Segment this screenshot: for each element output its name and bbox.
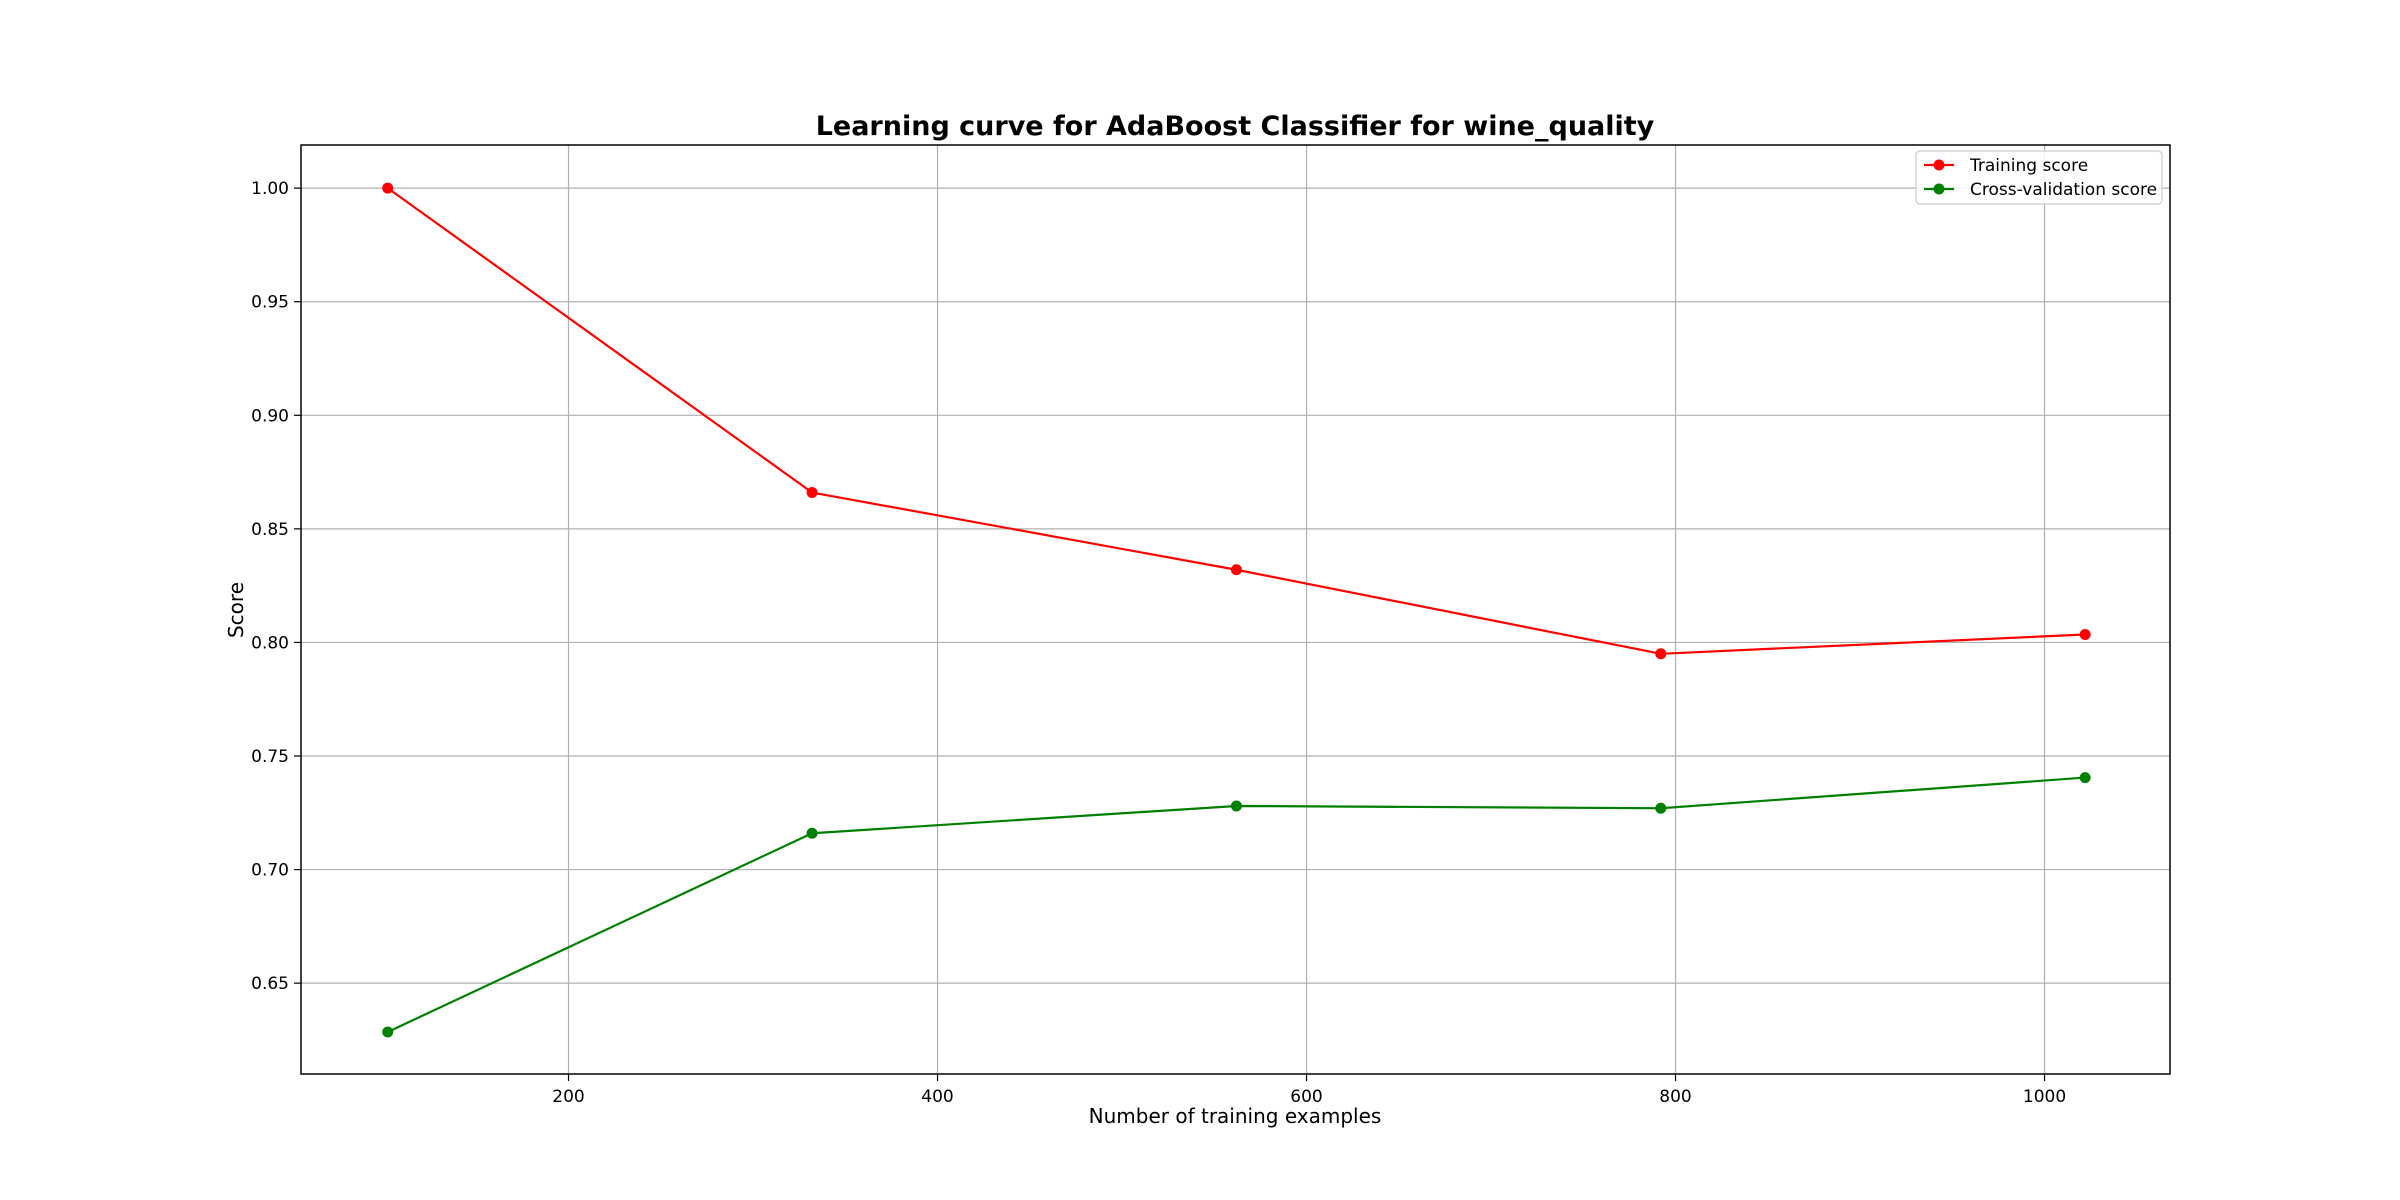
data-point-cross-validation-score (806, 827, 818, 839)
legend-label-cross-validation-score: Cross-validation score (1970, 180, 2157, 200)
y-tick-label: 0.75 (251, 747, 289, 767)
y-tick-label: 0.85 (251, 520, 289, 540)
axis-ticks: 200 400 600 800 1000 0.65 0.70 0.75 0.80 0.85 0.90… (251, 179, 2066, 1107)
y-tick-label: 0.80 (251, 633, 289, 653)
series-lines (382, 182, 2091, 1038)
y-tick-label: 0.70 (251, 861, 289, 881)
y-tick-label: 0.95 (251, 293, 289, 313)
legend-label-training-score: Training score (1969, 156, 2088, 176)
chart-title: Learning curve for AdaBoost Classifier f… (816, 111, 1655, 142)
y-tick-label: 1.00 (251, 179, 289, 199)
data-point-training-score (806, 487, 818, 499)
grid-lines (301, 145, 2170, 1074)
data-point-training-score (2079, 628, 2091, 640)
x-tick-label: 1000 (2023, 1087, 2066, 1107)
y-tick-label: 0.90 (251, 406, 289, 426)
x-tick-label: 400 (921, 1087, 953, 1107)
x-tick-label: 200 (552, 1087, 584, 1107)
x-tick-label: 800 (1659, 1087, 1691, 1107)
legend: Training score Cross-validation score (1915, 150, 2163, 205)
y-axis-label: Score (224, 582, 248, 638)
legend-marker-training-score (1933, 159, 1945, 171)
legend-marker-cross-validation-score (1933, 183, 1945, 195)
y-tick-label: 0.65 (251, 974, 289, 994)
x-tick-label: 600 (1290, 1087, 1322, 1107)
data-point-cross-validation-score (1230, 800, 1242, 812)
legend-box (1915, 150, 2163, 205)
data-point-cross-validation-score (1655, 802, 1667, 814)
data-point-training-score (1230, 564, 1242, 576)
x-axis-label: Number of training examples (1089, 1104, 1382, 1128)
data-point-cross-validation-score (382, 1026, 394, 1038)
data-point-training-score (1655, 648, 1667, 660)
plot-area-frame (300, 144, 2171, 1075)
data-point-cross-validation-score (2079, 772, 2091, 784)
data-point-training-score (382, 182, 394, 194)
